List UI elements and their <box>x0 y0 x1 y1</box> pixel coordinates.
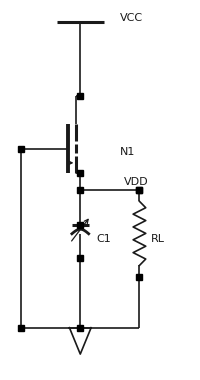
Text: N1: N1 <box>120 147 135 157</box>
Text: C1: C1 <box>96 234 111 244</box>
Text: RL: RL <box>151 234 165 244</box>
Text: VCC: VCC <box>120 13 143 23</box>
Text: VDD: VDD <box>124 177 148 187</box>
